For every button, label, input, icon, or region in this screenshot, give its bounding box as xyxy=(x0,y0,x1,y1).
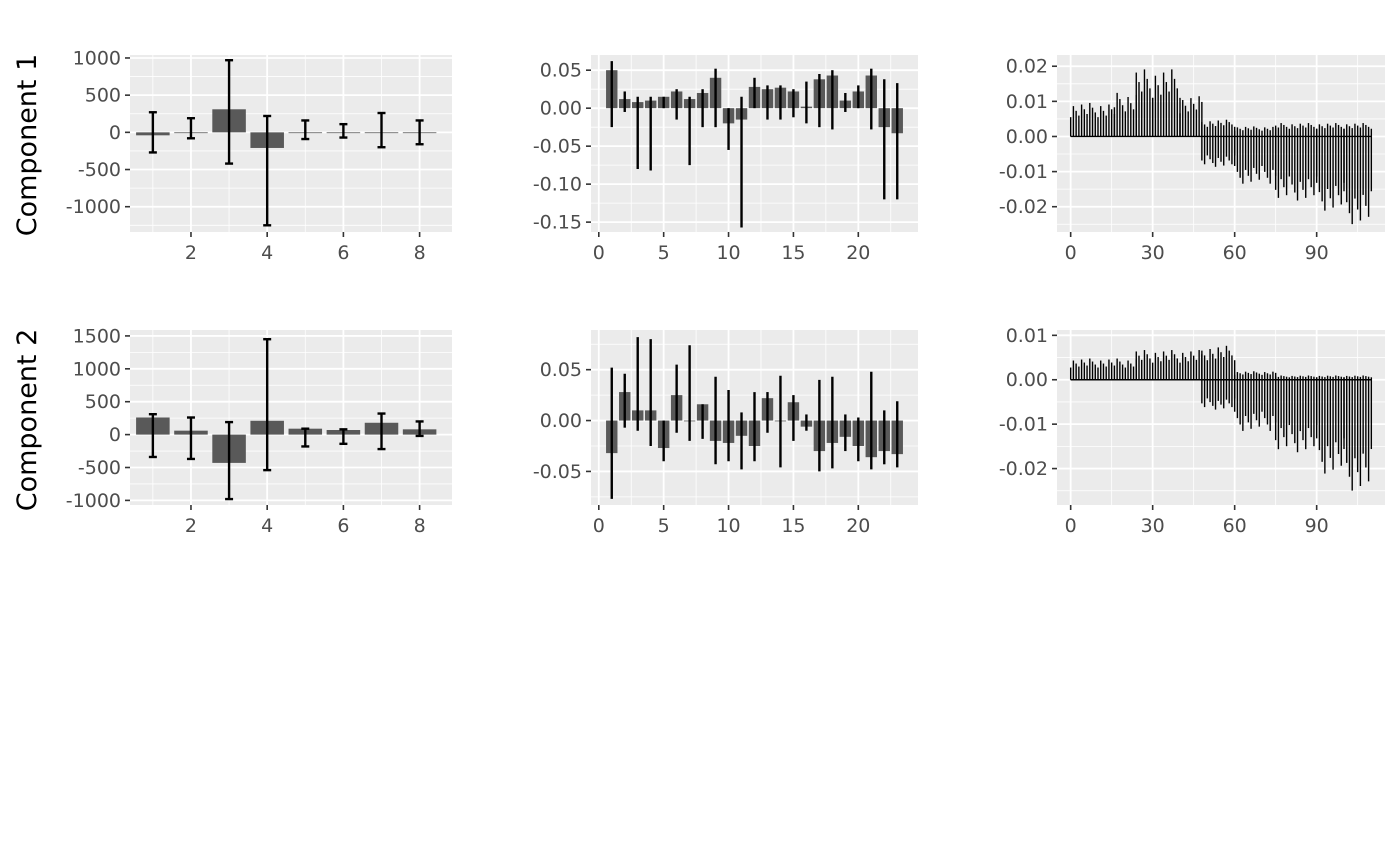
x-tick-label: 4 xyxy=(261,515,273,537)
y-tick-label: -500 xyxy=(78,159,121,181)
x-tick-label: 8 xyxy=(414,515,426,537)
row-label-component-1: Component 1 xyxy=(12,54,43,237)
panel-r2-c1: -1000 -500 0 500 1000 1500 2 4 6 8 xyxy=(66,325,452,537)
y-tick-label: -0.02 xyxy=(999,458,1048,480)
y-tick-label: 0.00 xyxy=(540,98,582,120)
x-tick-label: 2 xyxy=(185,515,197,537)
y-tick-label: -0.01 xyxy=(999,161,1048,183)
y-tick-label: 0 xyxy=(109,122,121,144)
panel-background xyxy=(130,55,452,232)
x-tick-label: 4 xyxy=(261,242,273,264)
y-tick-label: 500 xyxy=(85,391,121,413)
y-tick-label: -0.02 xyxy=(999,196,1048,218)
interval-bars xyxy=(1069,69,1373,225)
y-tick-label: 0.00 xyxy=(1006,369,1048,391)
y-tick-label: 0 xyxy=(109,424,121,446)
y-tick-label: -1000 xyxy=(66,490,121,512)
x-tick-label: 20 xyxy=(846,242,870,264)
x-tick-label: 0 xyxy=(1065,515,1077,537)
y-tick-label: -0.01 xyxy=(999,414,1048,436)
y-tick-label: 0.00 xyxy=(1006,126,1048,148)
x-tick-label: 8 xyxy=(414,242,426,264)
panel-r1-c2: -0.15 -0.10 -0.05 0.00 0.05 0 5 10 15 20 xyxy=(533,55,918,264)
x-tick-label: 60 xyxy=(1223,515,1247,537)
panel-background xyxy=(130,330,452,505)
panel-r1-c3: -0.02 -0.01 0.00 0.01 0.02 0 30 60 90 xyxy=(999,55,1385,264)
x-tick-label: 90 xyxy=(1305,515,1329,537)
x-tick-label: 20 xyxy=(846,515,870,537)
x-tick-label: 5 xyxy=(658,515,670,537)
x-tick-label: 30 xyxy=(1141,242,1165,264)
y-tick-label: 500 xyxy=(85,85,121,107)
y-tick-label: 1500 xyxy=(73,325,121,347)
interval-bars xyxy=(1069,345,1373,491)
y-tick-label: -1000 xyxy=(66,196,121,218)
y-tick-label: 0.02 xyxy=(1006,56,1048,78)
y-tick-label: 1000 xyxy=(73,358,121,380)
y-tick-label: -0.10 xyxy=(533,174,582,196)
x-tick-label: 10 xyxy=(716,242,740,264)
x-tick-label: 2 xyxy=(185,242,197,264)
y-tick-label: 0.05 xyxy=(540,359,582,381)
y-tick-label: -0.05 xyxy=(533,136,582,158)
x-tick-label: 15 xyxy=(781,515,805,537)
x-tick-label: 60 xyxy=(1223,242,1247,264)
y-tick-label: -0.05 xyxy=(533,461,582,483)
x-tick-label: 0 xyxy=(593,515,605,537)
panel-r1-c1: -1000 -500 0 500 1000 2 4 6 8 xyxy=(66,47,452,264)
row-label-component-2: Component 2 xyxy=(12,329,43,512)
y-tick-label: 0.01 xyxy=(1006,91,1048,113)
x-tick-label: 10 xyxy=(716,515,740,537)
x-tick-label: 5 xyxy=(658,242,670,264)
x-tick-label: 15 xyxy=(781,242,805,264)
y-tick-label: 0.05 xyxy=(540,60,582,82)
y-tick-label: 0.01 xyxy=(1006,325,1048,347)
panel-r2-c2: -0.05 0.00 0.05 0 5 10 15 20 xyxy=(533,330,918,537)
x-tick-label: 6 xyxy=(337,242,349,264)
x-tick-label: 90 xyxy=(1305,242,1329,264)
panel-r2-c3: -0.02 -0.01 0.00 0.01 0 30 60 90 xyxy=(999,325,1385,537)
x-tick-label: 0 xyxy=(593,242,605,264)
x-tick-label: 30 xyxy=(1141,515,1165,537)
x-tick-label: 0 xyxy=(1065,242,1077,264)
y-tick-label: 1000 xyxy=(73,47,121,69)
y-tick-label: -500 xyxy=(78,457,121,479)
y-tick-label: -0.15 xyxy=(533,212,582,234)
y-tick-label: 0.00 xyxy=(540,410,582,432)
x-tick-label: 6 xyxy=(337,515,349,537)
